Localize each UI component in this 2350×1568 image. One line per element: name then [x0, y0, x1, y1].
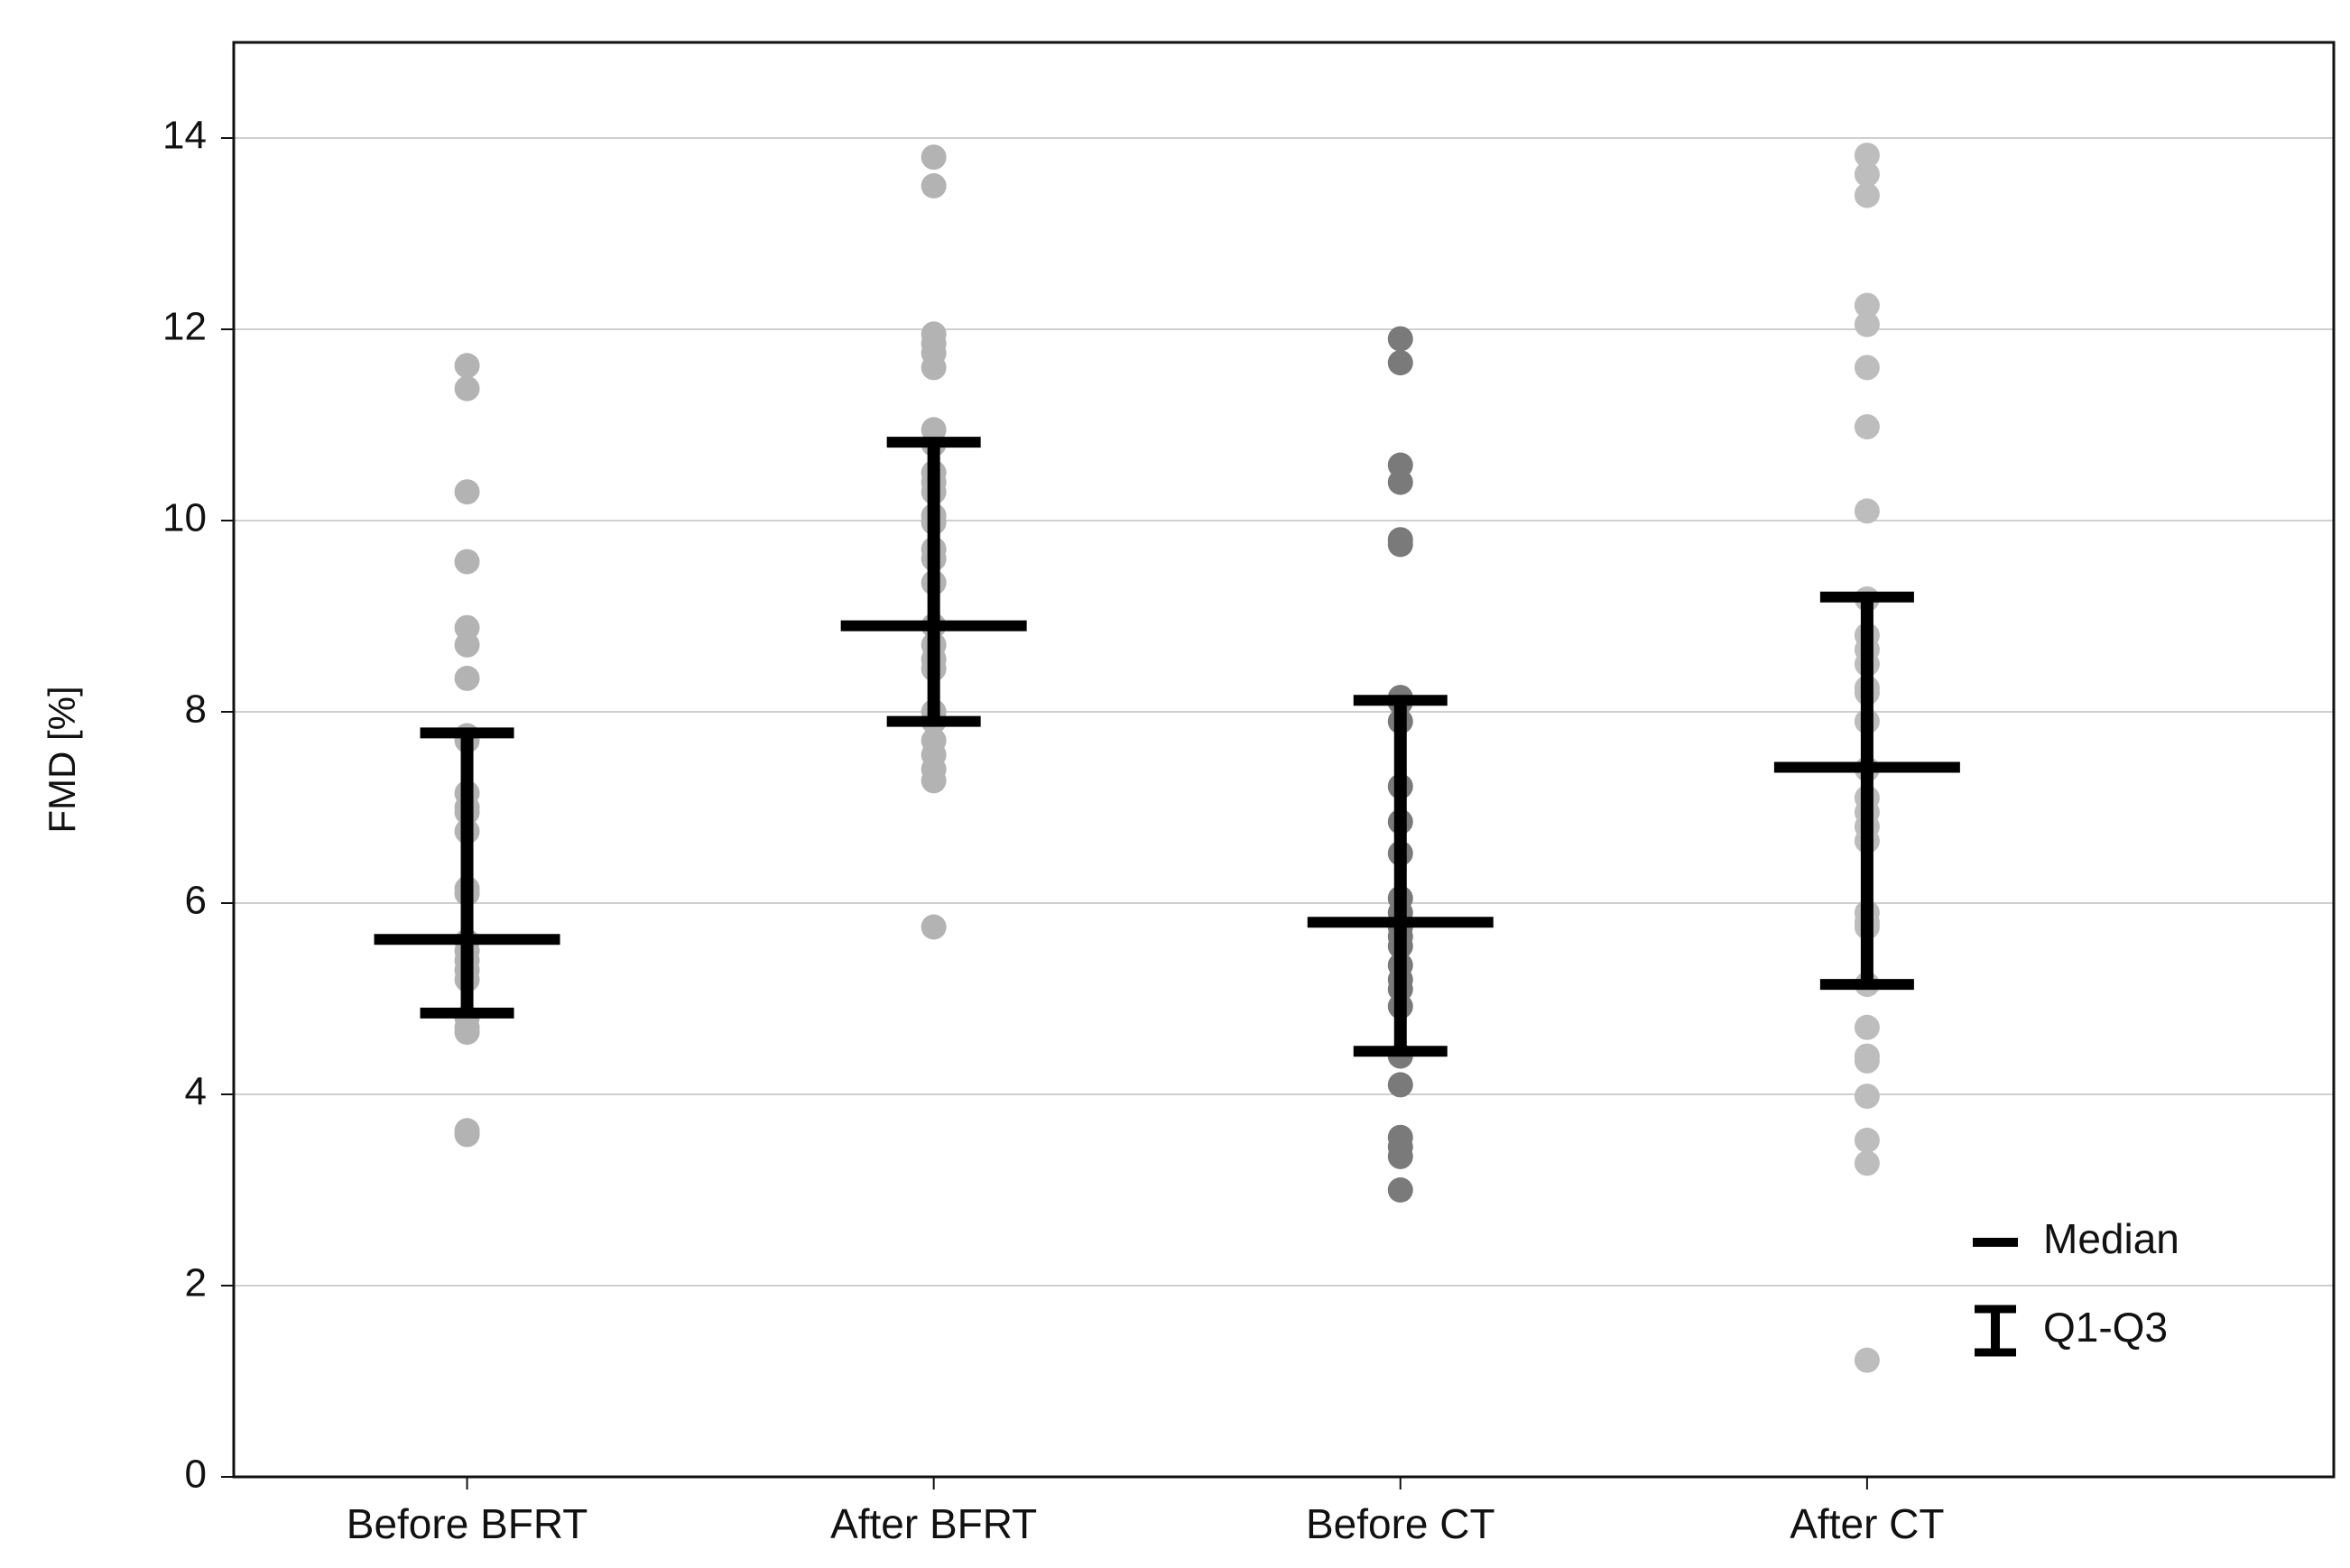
data-point — [1387, 326, 1413, 352]
y-tick-label: 10 — [162, 496, 207, 540]
y-tick-label: 4 — [185, 1070, 207, 1114]
data-point — [454, 1121, 480, 1148]
data-point — [921, 355, 947, 381]
x-tick-label: Before BFRT — [347, 1500, 588, 1547]
y-axis-label: FMD [%] — [41, 686, 83, 833]
y-tick-label: 14 — [162, 114, 207, 158]
data-point — [1854, 1127, 1880, 1153]
data-point — [1854, 1084, 1880, 1110]
data-point — [1854, 311, 1880, 337]
data-point — [1387, 350, 1413, 376]
data-point — [1387, 1143, 1413, 1169]
x-tick-label: Before CT — [1306, 1500, 1495, 1547]
data-point — [1854, 1014, 1880, 1040]
y-tick-label: 0 — [185, 1453, 207, 1497]
y-tick-label: 2 — [185, 1261, 207, 1305]
data-point — [1854, 414, 1880, 440]
data-point — [1854, 161, 1880, 188]
data-point — [1854, 182, 1880, 208]
data-point — [454, 353, 480, 379]
data-point — [1387, 1177, 1413, 1203]
data-point — [1854, 498, 1880, 524]
y-tick-label: 6 — [185, 879, 207, 923]
data-point — [1854, 143, 1880, 169]
data-point — [1387, 531, 1413, 558]
x-tick-label: After CT — [1790, 1500, 1944, 1547]
plot-frame — [232, 41, 2336, 1479]
data-point — [454, 479, 480, 505]
x-tick-label: After BFRT — [830, 1500, 1037, 1547]
data-point — [454, 549, 480, 575]
data-point — [454, 632, 480, 658]
data-point — [921, 144, 947, 171]
data-point — [1387, 1072, 1413, 1098]
data-point — [1854, 1150, 1880, 1176]
data-point — [921, 914, 947, 940]
data-point — [1387, 469, 1413, 495]
data-point — [1854, 1347, 1880, 1373]
legend-label: Q1-Q3 — [2043, 1304, 2168, 1351]
data-point — [1854, 292, 1880, 318]
data-point — [454, 375, 480, 401]
data-point — [1854, 355, 1880, 381]
y-tick-label: 8 — [185, 687, 207, 732]
data-point — [921, 173, 947, 198]
data-point — [1854, 1047, 1880, 1074]
data-point — [921, 768, 947, 794]
y-tick-label: 12 — [162, 305, 207, 349]
data-point — [454, 1019, 480, 1046]
data-point — [454, 665, 480, 691]
legend-label: Median — [2043, 1215, 2179, 1262]
